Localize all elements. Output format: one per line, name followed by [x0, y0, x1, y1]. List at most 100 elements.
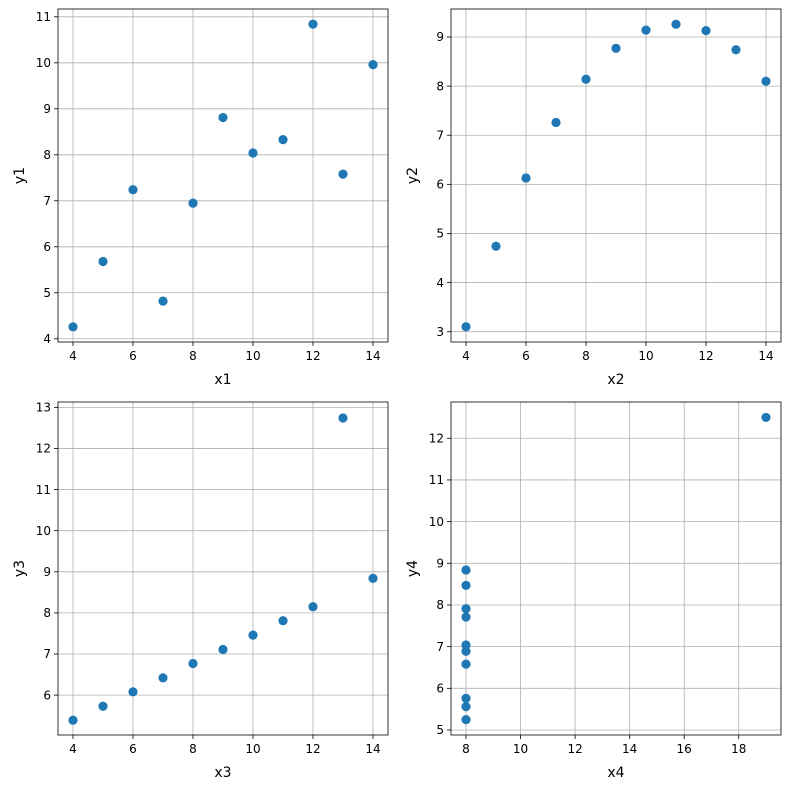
- x-tick-label: 8: [189, 742, 197, 756]
- data-point: [248, 630, 258, 640]
- data-point: [671, 19, 681, 29]
- data-point: [461, 565, 471, 575]
- x-tick-label: 14: [365, 349, 380, 363]
- data-point: [581, 74, 591, 84]
- y-tick-label: 3: [436, 325, 444, 339]
- y-tick-label: 5: [43, 286, 51, 300]
- data-point: [461, 612, 471, 622]
- data-point: [611, 43, 621, 53]
- data-point: [761, 412, 771, 423]
- y-tick-label: 13: [36, 401, 51, 415]
- y-tick-label: 11: [36, 10, 51, 24]
- x-tick-label: 12: [698, 349, 713, 363]
- y-axis-label: y4: [405, 560, 421, 577]
- data-point: [308, 602, 318, 612]
- x-tick-label: 6: [129, 742, 137, 756]
- y-tick-label: 9: [43, 102, 51, 116]
- y-tick-label: 7: [43, 194, 51, 208]
- y-tick-label: 8: [43, 606, 51, 620]
- x-tick-label: 14: [365, 742, 380, 756]
- data-point: [521, 173, 531, 183]
- x-axis-label: x4: [607, 765, 624, 781]
- y-tick-label: 8: [43, 148, 51, 162]
- data-point: [461, 646, 471, 656]
- y-tick-label: 12: [429, 431, 444, 445]
- y-tick-label: 11: [429, 473, 444, 487]
- x-tick-label: 10: [245, 742, 260, 756]
- x-tick-label: 6: [522, 349, 530, 363]
- y-tick-label: 9: [43, 565, 51, 579]
- scatter-panel-3: 4 6 8 10 12 14 6 7 8 9 10 11 12 13 x3 y3: [12, 401, 389, 781]
- x-tick-label: 14: [622, 742, 637, 756]
- data-point: [128, 687, 138, 697]
- x-tick-label: 10: [245, 349, 260, 363]
- data-point: [368, 60, 378, 70]
- y-tick-label: 9: [436, 556, 444, 570]
- data-point: [98, 701, 108, 711]
- data-point: [188, 658, 198, 669]
- data-point: [338, 169, 348, 179]
- data-point: [218, 112, 228, 123]
- data-point: [188, 198, 198, 208]
- data-point: [761, 76, 771, 86]
- data-point: [461, 580, 471, 590]
- y-tick-label: 4: [43, 332, 51, 346]
- data-point: [308, 19, 318, 29]
- x-tick-label: 6: [129, 349, 137, 363]
- y-tick-label: 7: [436, 640, 444, 654]
- x-tick-label: 4: [462, 349, 470, 363]
- data-point: [461, 659, 471, 669]
- y-tick-label: 6: [436, 682, 444, 696]
- y-tick-label: 11: [36, 483, 51, 497]
- scatter-panel-2: 4 6 8 10 12 14 3 4 5 6 7 8 9 x2 y2: [405, 8, 782, 388]
- data-point: [461, 604, 471, 614]
- y-tick-label: 12: [36, 442, 51, 456]
- x-tick-label: 18: [731, 742, 746, 756]
- data-point: [278, 616, 288, 626]
- data-point: [551, 117, 561, 128]
- plot-frame: [450, 8, 782, 343]
- x-tick-label: 12: [567, 742, 582, 756]
- x-tick-label: 8: [189, 349, 197, 363]
- y-tick-label: 10: [36, 56, 51, 70]
- x-tick-label: 12: [305, 349, 320, 363]
- x-axis-label: x3: [214, 765, 231, 781]
- y-tick-label: 5: [436, 723, 444, 737]
- data-point: [128, 185, 138, 195]
- x-tick-label: 4: [69, 349, 77, 363]
- y-tick-label: 10: [429, 515, 444, 529]
- y-axis-label: y2: [405, 167, 421, 184]
- data-point: [158, 296, 168, 306]
- y-tick-label: 10: [36, 524, 51, 538]
- scatter-panel-4: 8 10 12 14 16 18 5 6 7 8 9 10 11 12 x4 y4: [405, 401, 782, 781]
- plot-frame: [57, 8, 389, 343]
- y-axis-label: y1: [12, 167, 28, 184]
- x-tick-label: 10: [638, 349, 653, 363]
- data-point: [461, 714, 471, 725]
- y-tick-label: 5: [436, 227, 444, 241]
- data-point: [701, 26, 711, 36]
- data-point: [368, 573, 378, 583]
- data-point: [248, 148, 258, 158]
- plot-frame: [57, 401, 389, 736]
- x-tick-label: 10: [513, 742, 528, 756]
- data-point: [218, 644, 228, 655]
- data-point: [731, 45, 741, 55]
- x-tick-label: 4: [69, 742, 77, 756]
- plot-frame: [450, 401, 782, 736]
- y-tick-label: 6: [43, 240, 51, 254]
- y-tick-label: 6: [43, 688, 51, 702]
- data-point: [68, 715, 78, 725]
- y-tick-label: 9: [436, 30, 444, 44]
- scatter-panel-1: 4 6 8 10 12 14 4 5 6 7 8 9 10 11 x1 y1: [12, 8, 389, 388]
- x-tick-label: 14: [758, 349, 773, 363]
- y-tick-label: 7: [43, 647, 51, 661]
- x-tick-label: 12: [305, 742, 320, 756]
- data-point: [98, 256, 108, 267]
- data-point: [461, 322, 471, 332]
- x-tick-label: 8: [582, 349, 590, 363]
- data-point: [68, 322, 78, 332]
- y-tick-label: 4: [436, 276, 444, 290]
- data-point: [491, 241, 501, 251]
